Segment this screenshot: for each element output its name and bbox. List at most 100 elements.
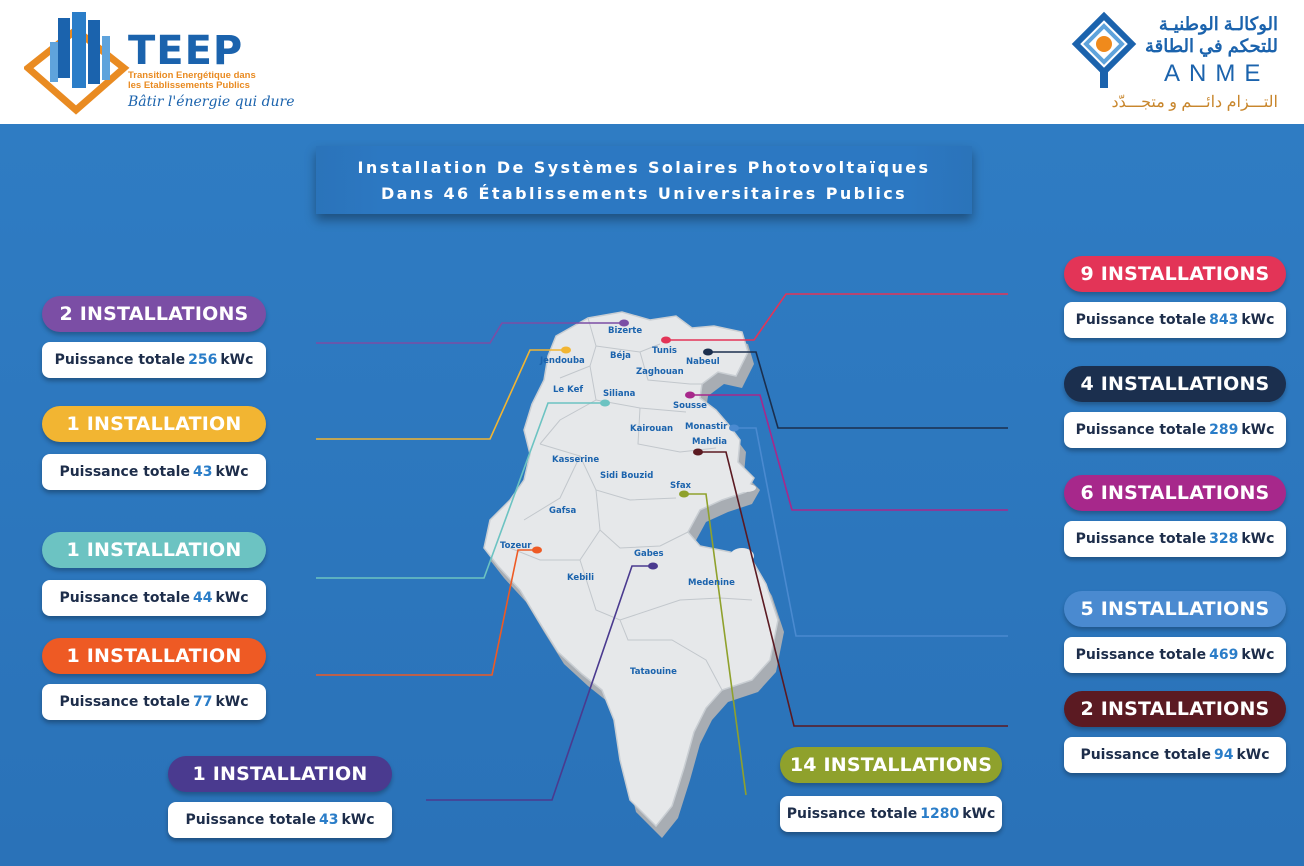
title-ribbon: Installation De Systèmes Solaires Photov… xyxy=(316,146,972,214)
power-unit: kWc xyxy=(962,806,996,822)
power-unit: kWc xyxy=(1241,422,1275,438)
installations-pill-monastir: 5 INSTALLATIONS xyxy=(1064,591,1286,627)
leader-lines xyxy=(316,293,1008,801)
leader-line-tozeur xyxy=(316,549,536,676)
anme-wordmark: ANME xyxy=(1164,60,1270,87)
installations-pill-bizerte: 2 INSTALLATIONS xyxy=(42,296,266,332)
power-unit: kWc xyxy=(1236,747,1270,763)
pin-jendouba xyxy=(561,346,571,354)
installations-pill-gabes: 1 INSTALLATION xyxy=(168,756,392,792)
teep-logo-icon xyxy=(24,12,130,115)
teep-wordmark: TEEP xyxy=(128,28,244,74)
header-bar: TEEP Transition Energétique dans les Eta… xyxy=(0,0,1304,124)
leader-line-siliana xyxy=(316,402,604,579)
installations-pill-mahdia: 2 INSTALLATIONS xyxy=(1064,691,1286,727)
power-box-tozeur: Puissance totale 77 kWc xyxy=(42,684,266,720)
city-beja: Béja xyxy=(610,351,631,361)
title-line2: Dans 46 Établissements Universitaires Pu… xyxy=(380,184,908,203)
pin-tozeur xyxy=(532,546,542,554)
power-unit: kWc xyxy=(215,590,249,606)
leader-line-nabeul xyxy=(708,351,1008,429)
power-prefix: Puissance totale xyxy=(59,464,190,480)
power-prefix: Puissance totale xyxy=(786,806,918,822)
power-prefix: Puissance totale xyxy=(59,694,190,710)
city-gabes: Gabes xyxy=(634,549,664,559)
anme-arabic-line2: للتحكم في الطاقة xyxy=(1144,36,1278,56)
city-gafsa: Gafsa xyxy=(549,506,577,516)
power-prefix: Puissance totale xyxy=(185,812,316,828)
power-box-bizerte: Puissance totale 256 kWc xyxy=(42,342,266,378)
anme-slogan: التـــزام دائـــم و متجـــدّد xyxy=(1111,94,1279,111)
leader-line-gabes xyxy=(426,565,652,801)
installations-pill-tozeur: 1 INSTALLATION xyxy=(42,638,266,674)
power-box-nabeul: Puissance totale 289 kWc xyxy=(1064,412,1286,448)
anme-arabic-line1: الوكالـة الوطنيـة xyxy=(1158,14,1278,34)
power-box-tunis: Puissance totale 843 kWc xyxy=(1064,302,1286,338)
leader-line-mahdia xyxy=(698,451,1008,727)
city-sousse: Sousse xyxy=(673,401,707,411)
power-value: 77 xyxy=(192,694,213,710)
power-unit: kWc xyxy=(215,464,249,480)
pin-sousse xyxy=(685,391,695,399)
leader-line-monastir xyxy=(734,427,1008,637)
power-box-jendouba: Puissance totale 43 kWc xyxy=(42,454,266,490)
pin-nabeul xyxy=(703,348,713,356)
power-box-siliana: Puissance totale 44 kWc xyxy=(42,580,266,616)
city-sidi-bouzid: Sidi Bouzid xyxy=(600,471,654,481)
power-value: 289 xyxy=(1209,422,1239,438)
city-sfax: Sfax xyxy=(670,481,692,491)
city-tunis: Tunis xyxy=(652,346,677,356)
power-box-gabes: Puissance totale 43 kWc xyxy=(168,802,392,838)
leader-line-bizerte xyxy=(316,322,622,344)
teep-subtitle-line2: les Etablissements Publics xyxy=(128,80,250,91)
power-box-sfax: Puissance totale 1280 kWc xyxy=(780,796,1002,832)
pin-siliana xyxy=(600,399,610,407)
city-tataouine: Tataouine xyxy=(630,667,677,677)
power-box-sousse: Puissance totale 328 kWc xyxy=(1064,521,1286,557)
power-value: 469 xyxy=(1209,647,1239,663)
title-line1: Installation De Systèmes Solaires Photov… xyxy=(357,158,931,177)
map-pins xyxy=(532,319,739,570)
power-value: 843 xyxy=(1209,312,1239,328)
power-value: 1280 xyxy=(920,806,960,822)
city-kairouan: Kairouan xyxy=(630,424,674,434)
kerkennah-island xyxy=(736,484,756,492)
installations-pill-sousse: 6 INSTALLATIONS xyxy=(1064,475,1286,511)
city-bizerte: Bizerte xyxy=(608,326,643,336)
pin-monastir xyxy=(729,424,739,432)
installations-pill-tunis: 9 INSTALLATIONS xyxy=(1064,256,1286,292)
power-value: 328 xyxy=(1209,531,1239,547)
installations-pill-siliana: 1 INSTALLATION xyxy=(42,532,266,568)
city-monastir: Monastir xyxy=(685,422,728,432)
leader-line-sousse xyxy=(690,394,1008,511)
city-tozeur: Tozeur xyxy=(500,541,532,551)
power-prefix: Puissance totale xyxy=(1080,747,1211,763)
power-value: 44 xyxy=(192,590,213,606)
power-unit: kWc xyxy=(215,694,249,710)
city-nabeul: Nabeul xyxy=(686,357,720,367)
pin-gabes xyxy=(648,562,658,570)
city-jendouba: Jendouba xyxy=(540,356,585,366)
power-prefix: Puissance totale xyxy=(1075,312,1207,328)
power-prefix: Puissance totale xyxy=(1075,531,1207,547)
teep-subtitle-line1: Transition Energétique dans xyxy=(128,70,256,81)
power-value: 256 xyxy=(188,352,218,368)
power-prefix: Puissance totale xyxy=(54,352,186,368)
installations-pill-nabeul: 4 INSTALLATIONS xyxy=(1064,366,1286,402)
installations-pill-sfax: 14 INSTALLATIONS xyxy=(780,747,1002,783)
installations-pill-jendouba: 1 INSTALLATION xyxy=(42,406,266,442)
power-prefix: Puissance totale xyxy=(1075,647,1207,663)
power-value: 43 xyxy=(192,464,213,480)
leader-line-jendouba xyxy=(316,349,566,440)
power-prefix: Puissance totale xyxy=(59,590,190,606)
pin-tunis xyxy=(661,336,671,344)
power-unit: kWc xyxy=(1241,531,1275,547)
power-value: 43 xyxy=(318,812,339,828)
power-unit: kWc xyxy=(1241,312,1275,328)
pin-sfax xyxy=(679,490,689,498)
power-unit: kWc xyxy=(1241,647,1275,663)
city-zaghouan: Zaghouan xyxy=(636,367,684,377)
city-le-kef: Le Kef xyxy=(553,385,584,395)
power-unit: kWc xyxy=(220,352,254,368)
